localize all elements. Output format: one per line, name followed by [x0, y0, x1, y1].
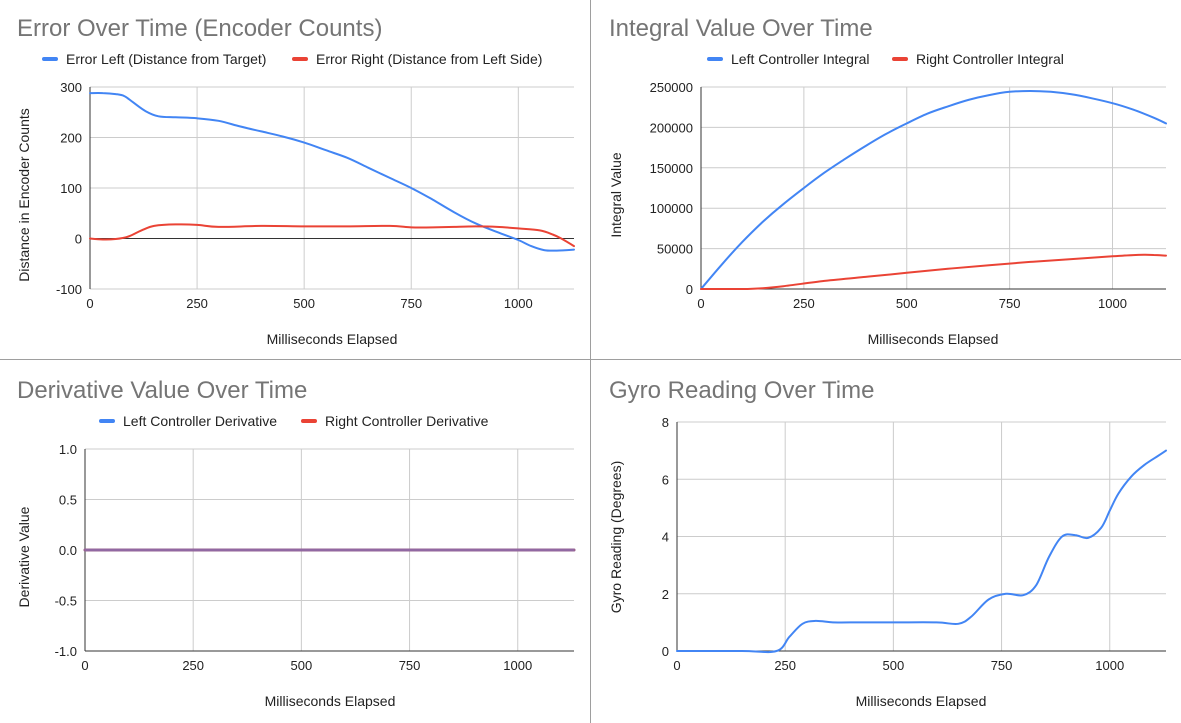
y-tick-label: 250000	[650, 80, 693, 95]
x-tick-label: 250	[182, 658, 204, 673]
y-tick-label: 300	[60, 80, 82, 95]
x-tick-label: 500	[291, 658, 313, 673]
y-tick-label: 1.0	[59, 442, 77, 457]
error-chart: Error Over Time (Encoder Counts) Error L…	[16, 15, 575, 347]
legend-swatch-left	[707, 57, 723, 61]
y-tick-label: 200000	[650, 120, 693, 135]
gyro-chart: Gyro Reading Over Time 0 2 4 6 8 0 250 500 750 10…	[608, 377, 1167, 709]
x-tick-label: 500	[896, 296, 918, 311]
y-tick-label: 4	[662, 530, 669, 545]
derivative-chart: Derivative Value Over Time Left Controll…	[16, 377, 576, 709]
x-tick-label: 1000	[1095, 658, 1124, 673]
x-tick-label: 1000	[503, 658, 532, 673]
y-tick-label: 50000	[657, 242, 693, 257]
plot-area: -1.0 -0.5 0.0 0.5 1.0 0 250 500 750 1000	[55, 442, 576, 673]
series-line-0	[676, 449, 1167, 654]
y-tick-label: -0.5	[55, 594, 77, 609]
y-tick-label: -1.0	[55, 644, 77, 659]
x-tick-label: 0	[86, 296, 93, 311]
x-tick-label: 0	[81, 658, 88, 673]
x-tick-label: 1000	[1098, 296, 1127, 311]
y-axis-label: Integral Value	[608, 152, 624, 238]
series-line-0	[700, 90, 1167, 290]
legend-label-right: Error Right (Distance from Left Side)	[316, 51, 542, 67]
integral-chart: Integral Value Over Time Left Controller…	[608, 15, 1167, 347]
legend-swatch-left	[42, 57, 58, 61]
x-tick-label: 250	[186, 296, 208, 311]
y-tick-label: -100	[56, 282, 82, 297]
legend-swatch-right	[892, 57, 908, 61]
x-axis-label: Milliseconds Elapsed	[267, 331, 398, 347]
x-tick-label: 750	[999, 296, 1021, 311]
x-tick-label: 750	[400, 296, 422, 311]
chart-title: Derivative Value Over Time	[17, 377, 307, 404]
legend-swatch-right	[301, 419, 317, 423]
plot-area: 0 50000 100000 150000 200000 250000 0 250 500 750…	[650, 80, 1167, 311]
x-tick-label: 750	[991, 658, 1013, 673]
legend: Left Controller Derivative Right Control…	[99, 413, 489, 429]
legend: Left Controller Integral Right Controlle…	[707, 51, 1064, 67]
x-tick-label: 0	[697, 296, 704, 311]
y-tick-label: 6	[662, 472, 669, 487]
x-tick-label: 0	[673, 658, 680, 673]
x-tick-label: 250	[774, 658, 796, 673]
y-tick-label: 0	[686, 282, 693, 297]
x-tick-label: 1000	[504, 296, 533, 311]
y-tick-label: 0.0	[59, 543, 77, 558]
legend-label-right: Right Controller Derivative	[325, 413, 489, 429]
chart-title: Error Over Time (Encoder Counts)	[17, 15, 382, 42]
legend-label-left: Left Controller Integral	[731, 51, 870, 67]
y-tick-label: 0	[662, 644, 669, 659]
legend-label-left: Left Controller Derivative	[123, 413, 277, 429]
y-tick-label: 0	[75, 232, 82, 247]
y-tick-label: 2	[662, 587, 669, 602]
x-axis-label: Milliseconds Elapsed	[856, 693, 987, 709]
y-axis-label: Derivative Value	[16, 506, 32, 607]
y-tick-label: 200	[60, 131, 82, 146]
x-axis-label: Milliseconds Elapsed	[265, 693, 396, 709]
x-tick-label: 750	[399, 658, 421, 673]
plot-area: 0 2 4 6 8 0 250 500 750 1000	[662, 415, 1167, 673]
y-axis-label: Gyro Reading (Degrees)	[608, 461, 624, 614]
legend-label-right: Right Controller Integral	[916, 51, 1064, 67]
y-tick-label: 0.5	[59, 493, 77, 508]
chart-title: Gyro Reading Over Time	[609, 377, 874, 404]
y-tick-label: 8	[662, 415, 669, 430]
legend-swatch-left	[99, 419, 115, 423]
y-tick-label: 100000	[650, 201, 693, 216]
y-tick-label: 150000	[650, 161, 693, 176]
x-axis-label: Milliseconds Elapsed	[868, 331, 999, 347]
series-line-1	[89, 223, 575, 248]
chart-title: Integral Value Over Time	[609, 15, 873, 42]
x-tick-label: 250	[793, 296, 815, 311]
legend-swatch-right	[292, 57, 308, 61]
x-tick-label: 500	[293, 296, 315, 311]
plot-area: -100 0 100 200 300 0 250 500 750 1000	[56, 80, 575, 311]
legend-label-left: Error Left (Distance from Target)	[66, 51, 266, 67]
y-tick-label: 100	[60, 181, 82, 196]
y-axis-label: Distance in Encoder Counts	[16, 108, 32, 282]
series-line-1	[700, 253, 1167, 291]
series-line-0	[89, 92, 575, 252]
legend: Error Left (Distance from Target) Error …	[42, 51, 542, 67]
x-tick-label: 500	[883, 658, 905, 673]
